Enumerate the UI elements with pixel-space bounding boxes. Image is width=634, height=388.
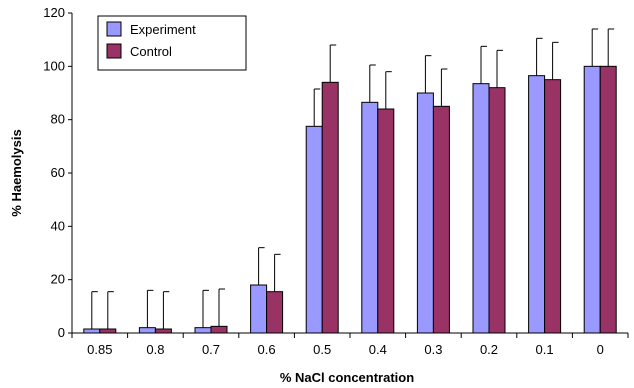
bar-control bbox=[544, 79, 562, 334]
x-tick-label: 0.1 bbox=[536, 342, 554, 357]
x-tick-label: 0.4 bbox=[369, 342, 387, 357]
bar-experiment bbox=[83, 328, 101, 334]
error-bars bbox=[91, 28, 615, 329]
y-tick-label: 100 bbox=[43, 58, 65, 73]
legend-swatch-experiment bbox=[106, 21, 122, 37]
y-tick-label: 60 bbox=[51, 165, 65, 180]
bar-experiment bbox=[416, 92, 434, 334]
legend-box bbox=[97, 15, 247, 71]
x-axis-ticks: 0.85 0.8 0.7 0.6 0.5 0.4 0.3 0.2 0.1 0 bbox=[71, 333, 629, 357]
x-tick-label: 0.6 bbox=[258, 342, 276, 357]
bar-experiment bbox=[361, 101, 379, 334]
bar-control bbox=[432, 105, 450, 334]
bar-control bbox=[488, 87, 506, 334]
y-tick-label: 80 bbox=[51, 112, 65, 127]
bar-experiment bbox=[583, 65, 601, 334]
bar-experiment bbox=[305, 125, 323, 334]
bar-control bbox=[210, 325, 228, 334]
y-tick-label: 40 bbox=[51, 218, 65, 233]
bar-experiment bbox=[194, 327, 212, 334]
y-axis-title: % Haemolysis bbox=[9, 129, 24, 216]
bar-experiment bbox=[528, 75, 546, 334]
y-tick-label: 0 bbox=[58, 325, 65, 340]
bar-control bbox=[266, 291, 284, 334]
x-tick-label: 0.8 bbox=[146, 342, 164, 357]
legend-label-experiment: Experiment bbox=[130, 22, 196, 37]
x-axis-title: % NaCl concentration bbox=[280, 370, 414, 385]
x-tick-label: 0.3 bbox=[424, 342, 442, 357]
x-tick-label: 0.5 bbox=[313, 342, 331, 357]
y-axis-ticks: 0 20 40 60 80 100 120 bbox=[43, 5, 72, 340]
bar-control bbox=[321, 81, 339, 334]
bar-control bbox=[599, 65, 617, 334]
y-tick-label: 20 bbox=[51, 272, 65, 287]
x-tick-label: 0.85 bbox=[87, 342, 112, 357]
y-tick-label: 120 bbox=[43, 5, 65, 20]
x-tick-label: 0.7 bbox=[202, 342, 220, 357]
bar-control bbox=[377, 108, 395, 334]
bar-experiment bbox=[138, 327, 156, 334]
bar-experiment bbox=[472, 83, 490, 334]
bar-control bbox=[154, 328, 172, 334]
legend-swatch-control bbox=[106, 43, 122, 59]
legend-label-control: Control bbox=[130, 44, 172, 59]
bar-control bbox=[99, 328, 117, 334]
legend: Experiment Control bbox=[97, 15, 247, 71]
x-tick-label: 0 bbox=[597, 342, 604, 357]
bar-experiment bbox=[250, 284, 268, 334]
x-tick-label: 0.2 bbox=[480, 342, 498, 357]
